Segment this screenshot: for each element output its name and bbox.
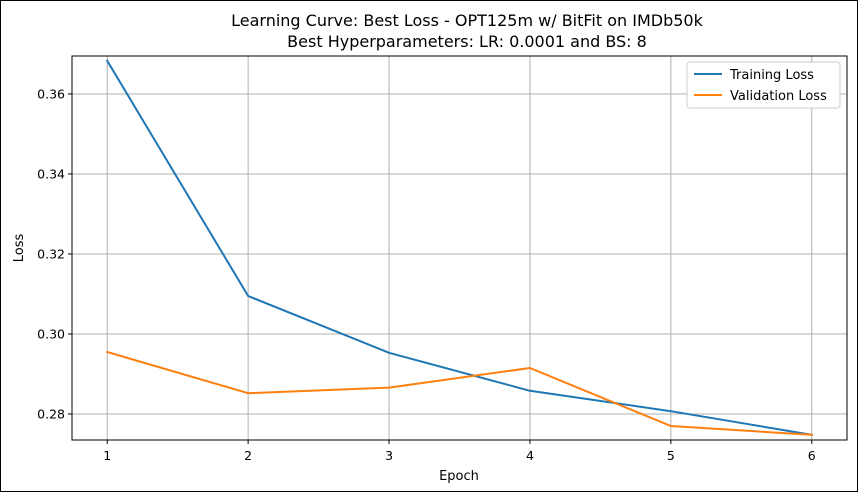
legend: Training Loss Validation Loss <box>686 61 841 109</box>
y-tick-label: 0.36 <box>37 87 65 102</box>
x-tick-label: 2 <box>244 448 252 463</box>
legend-label-validation: Validation Loss <box>730 89 827 104</box>
x-tick-label: 1 <box>103 448 111 463</box>
x-tick-label: 4 <box>526 448 534 463</box>
grid-lines <box>72 56 847 440</box>
y-tick-label: 0.30 <box>37 327 65 342</box>
x-axis-label: Epoch <box>439 469 479 484</box>
plot-area <box>71 55 848 441</box>
y-tick-label: 0.28 <box>37 407 65 422</box>
y-axis-label: Loss <box>12 234 27 263</box>
x-tick-label: 6 <box>808 448 816 463</box>
chart-title: Learning Curve: Best Loss - OPT125m w/ B… <box>231 11 703 30</box>
validation-loss-line <box>105 350 813 436</box>
chart-subtitle: Best Hyperparameters: LR: 0.0001 and BS:… <box>287 32 647 51</box>
legend-label-training: Training Loss <box>729 68 814 83</box>
legend-box <box>686 61 841 109</box>
series-lines <box>105 59 813 436</box>
x-tick-label: 5 <box>667 448 675 463</box>
axis-ticks: 1 2 3 4 5 6 0.28 0.30 0.32 0.34 0.36 <box>37 87 816 464</box>
y-tick-label: 0.34 <box>37 167 65 182</box>
y-tick-label: 0.32 <box>37 247 65 262</box>
training-loss-line <box>105 59 813 436</box>
x-tick-label: 3 <box>385 448 393 463</box>
